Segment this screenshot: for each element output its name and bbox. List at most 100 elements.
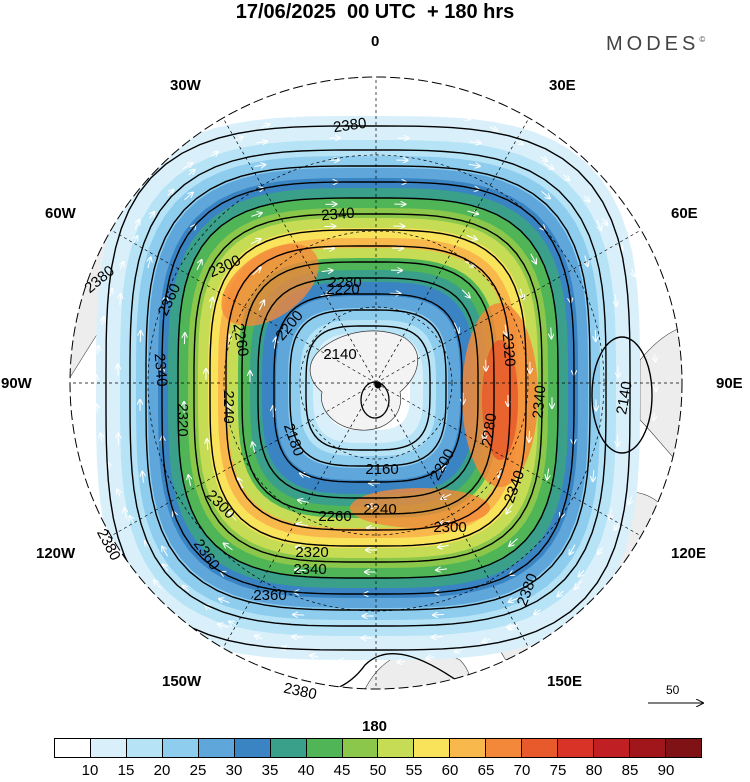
wind-vector xyxy=(162,547,169,557)
lon-label-180: 180 xyxy=(362,718,388,735)
wind-vector xyxy=(506,504,513,513)
colorbar-tick-label: 40 xyxy=(297,762,315,779)
wind-vector xyxy=(461,289,470,298)
wind-vector xyxy=(453,322,459,333)
wind-vector xyxy=(300,473,311,477)
wind-vector xyxy=(515,141,523,145)
contour-label: 2320 xyxy=(174,403,191,436)
wind-vector xyxy=(547,468,549,480)
contour-label: 2340 xyxy=(530,385,550,420)
wind-vector xyxy=(256,141,267,143)
wind-vector xyxy=(273,406,274,418)
wind-vector xyxy=(434,109,442,111)
colorbar-tick-label: 25 xyxy=(189,762,207,779)
wind-vector xyxy=(529,430,530,442)
wind-vector xyxy=(540,157,548,162)
wind-vector xyxy=(655,353,656,362)
wind-vector xyxy=(182,163,192,170)
landmass-1 xyxy=(639,325,682,481)
contour-label: 2360 xyxy=(253,587,286,604)
colorbar-tick-label: 35 xyxy=(261,762,279,779)
contour-label: 2380 xyxy=(332,115,367,136)
reference-vector-value: 50 xyxy=(666,683,680,697)
contour-line-8 xyxy=(241,261,495,515)
contour-label: 2340 xyxy=(293,561,326,578)
wind-vector xyxy=(310,655,318,657)
contour-label: 2240 xyxy=(220,390,237,423)
wind-vector xyxy=(563,174,569,180)
wind-vector xyxy=(583,195,589,202)
colorbar-tick-label: 75 xyxy=(549,762,567,779)
contour-line-9 xyxy=(257,277,479,499)
colorbar-swatch xyxy=(270,739,307,757)
contour-label: 2160 xyxy=(365,461,398,478)
wind-vector xyxy=(541,191,550,198)
wind-vector xyxy=(603,218,608,225)
brand-name: MODES xyxy=(606,33,700,55)
geopotential-contours xyxy=(105,125,653,689)
wind-vector xyxy=(557,590,564,596)
colorbar-swatch xyxy=(665,739,701,757)
colorbar-swatch xyxy=(522,739,559,757)
contour-line-2400-high xyxy=(591,336,653,454)
lon-label-60e: 60E xyxy=(671,205,698,222)
wind-vector xyxy=(150,212,155,219)
wind-vector xyxy=(97,404,98,413)
wind-vector xyxy=(188,170,195,176)
wind-vector xyxy=(120,262,123,270)
wind-vector xyxy=(468,164,480,166)
wind-vector xyxy=(433,614,445,615)
contour-label: 2380 xyxy=(282,680,318,704)
wind-vector xyxy=(252,268,261,276)
wind-vector xyxy=(509,538,518,546)
colorbar-tick-label: 60 xyxy=(441,762,459,779)
colorbar-tick-label: 90 xyxy=(657,762,675,779)
wind-vector xyxy=(250,239,261,245)
wind-vector xyxy=(579,570,585,576)
colorbar-tick-label: 50 xyxy=(369,762,387,779)
wind-vector xyxy=(598,547,603,555)
lon-label-60w: 60W xyxy=(45,205,76,222)
colorbar-labels: 10 15 20 25 30 35 40 45 50 55 60 65 70 75 80 85 90 xyxy=(54,762,702,780)
chart-title: 17/06/2025 00 UTC + 180 hrs xyxy=(235,1,515,23)
wind-vector xyxy=(320,294,332,296)
colorbar-tick-label: 45 xyxy=(333,762,351,779)
wind-vector xyxy=(211,152,218,157)
wind-vector xyxy=(258,300,264,311)
wind-vector xyxy=(252,442,255,454)
wind-vector xyxy=(163,564,169,571)
wind-vector xyxy=(405,105,413,106)
wind-vector xyxy=(292,637,304,638)
wind-vector xyxy=(483,639,491,642)
contour-label: 2300 xyxy=(433,519,466,536)
contour-inner-low xyxy=(360,381,390,419)
contour-line-12 xyxy=(305,325,431,451)
contour-label: 2240 xyxy=(363,501,396,518)
wind-vector xyxy=(339,661,347,662)
wind-vector xyxy=(469,142,481,144)
contour-label: 2260 xyxy=(229,322,252,358)
colorbar-swatch xyxy=(594,739,630,757)
wind-vector xyxy=(229,512,237,521)
lon-label-150e: 150E xyxy=(547,673,583,690)
wind-vector xyxy=(575,580,583,589)
wind-vector xyxy=(346,104,355,105)
wind-vector xyxy=(148,257,151,269)
wind-vector xyxy=(295,570,307,571)
contour-label: 2220 xyxy=(326,281,359,298)
modes-logo: MODES© xyxy=(606,33,705,56)
wind-vector xyxy=(440,521,451,524)
wind-vector xyxy=(615,294,616,306)
wind-vector xyxy=(167,190,173,196)
map-content xyxy=(70,77,682,689)
colorbar-swatch xyxy=(198,739,235,757)
wind-vector xyxy=(464,260,475,267)
wind-vector xyxy=(426,657,435,659)
jet-core-northwest xyxy=(221,243,319,327)
wind-vector xyxy=(551,327,552,339)
lat-lon-grid xyxy=(70,77,682,689)
wind-vector xyxy=(438,545,449,547)
contour-label: 2280 xyxy=(328,274,361,291)
contour-line-4 xyxy=(177,197,559,579)
wind-vector xyxy=(274,338,276,349)
